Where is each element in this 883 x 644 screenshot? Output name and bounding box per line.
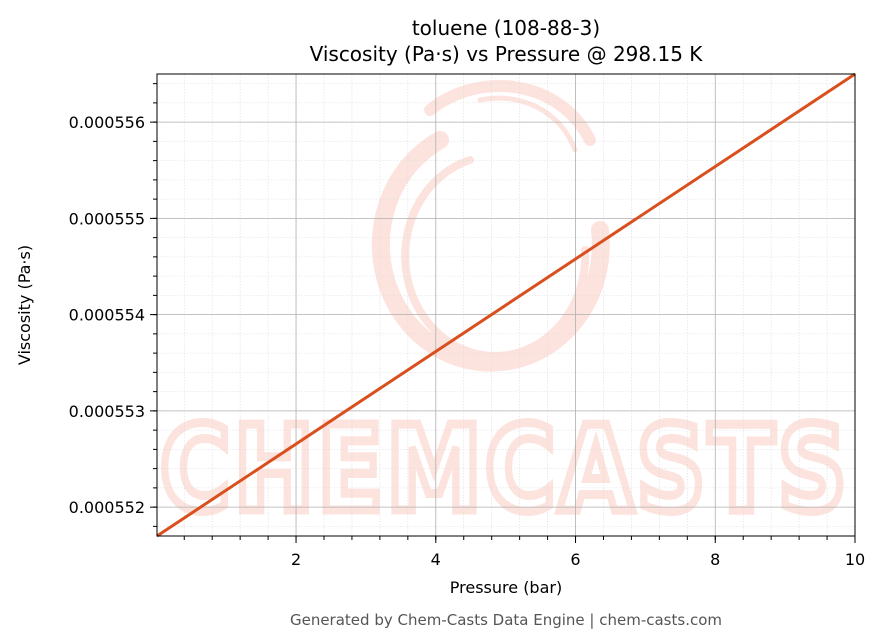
y-tick-label: 0.000553 [69, 402, 145, 421]
y-axis-ticks: 0.000552 0.000553 0.000554 0.000555 0.000556 [69, 83, 157, 527]
chart-title-line-2: Viscosity (Pa·s) vs Pressure @ 298.15 K [310, 42, 704, 66]
series-layer [156, 72, 856, 538]
x-tick-label: 6 [570, 550, 580, 569]
footer-credit: Generated by Chem-Casts Data Engine | ch… [290, 611, 722, 629]
watermark: CHEMCASTS [156, 80, 851, 543]
chart-title-line-1: toluene (108-88-3) [412, 16, 600, 40]
watermark-text: CHEMCASTS [160, 400, 850, 538]
x-tick-label: 10 [845, 550, 865, 569]
y-tick-label: 0.000556 [69, 113, 145, 132]
chemcasts-swirl-logo [371, 80, 610, 372]
y-tick-label: 0.000555 [69, 209, 145, 228]
plot-frame [156, 73, 856, 537]
y-tick-label: 0.000554 [69, 306, 145, 325]
y-axis-label: Viscosity (Pa·s) [15, 245, 34, 365]
series-line-0 [156, 72, 856, 538]
x-tick-label: 8 [710, 550, 720, 569]
major-grid [157, 74, 855, 536]
y-tick-label: 0.000552 [69, 498, 145, 517]
x-axis-ticks: 2 4 6 8 10 [183, 536, 865, 569]
x-tick-label: 2 [291, 550, 301, 569]
x-tick-label: 4 [431, 550, 441, 569]
x-axis-label: Pressure (bar) [450, 578, 562, 597]
